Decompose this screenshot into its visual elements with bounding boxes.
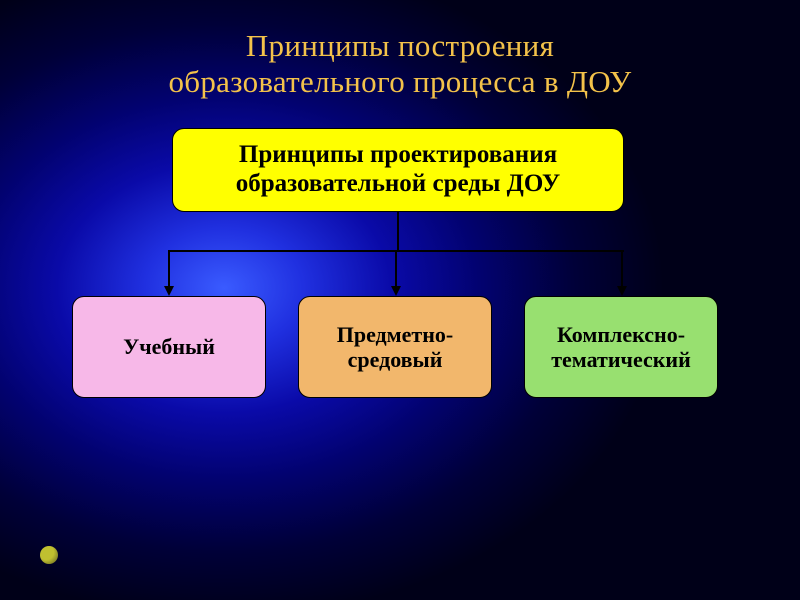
root-box: Принципы проектирования образовательной … [172,128,624,212]
child-2-line-1: Предметно- [337,322,454,347]
slide: Принципы построения образовательного про… [0,0,800,600]
slide-title: Принципы построения образовательного про… [0,28,800,99]
child-1-line-1: Учебный [123,334,215,359]
child-3-line-2: тематический [551,347,691,372]
bullet-icon [40,546,58,564]
root-line-1: Принципы проектирования [239,141,557,170]
child-box-2: Предметно- средовый [298,296,492,398]
title-line-1: Принципы построения [246,28,554,63]
title-line-2: образовательного процесса в ДОУ [168,64,631,99]
root-line-2: образовательной среды ДОУ [236,170,561,199]
child-box-3: Комплексно- тематический [524,296,718,398]
child-2-line-2: средовый [348,347,443,372]
child-3-line-1: Комплексно- [557,322,685,347]
child-box-1: Учебный [72,296,266,398]
